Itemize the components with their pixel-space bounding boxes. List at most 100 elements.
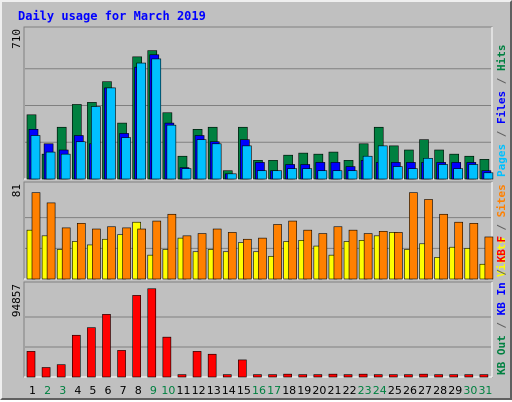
bar-kb-f-day-30: [464, 374, 474, 378]
panel-3-legend-entry: KB In: [495, 282, 508, 315]
bar-kb-f-day-6: [102, 314, 111, 378]
bar-kb-f-day-27: [419, 373, 428, 378]
x-tick-label-day-29: 29: [448, 384, 462, 397]
x-tick-label-day-22: 22: [343, 384, 357, 397]
bar-pages-day-14: [226, 173, 237, 180]
bar-sites-day-12: [197, 233, 207, 280]
panel-2-max-label: 81: [10, 184, 23, 197]
bar-sites-day-25: [394, 232, 403, 280]
bar-kb-f-day-21: [328, 373, 338, 378]
bar-pages-day-24: [377, 145, 388, 180]
panel-1-legend-entry: Files: [495, 91, 508, 124]
x-tick-label-day-30: 30: [463, 384, 477, 397]
bar-sites-day-21: [333, 226, 343, 280]
panel-3-legend-entry: /: [495, 315, 508, 335]
bar-kb-f-day-23: [358, 373, 368, 378]
bar-pages-day-4: [75, 141, 86, 180]
bar-sites-day-19: [303, 229, 313, 280]
bar-sites-day-5: [92, 228, 101, 280]
bar-pages-day-29: [453, 168, 464, 180]
bar-pages-day-10: [166, 124, 177, 180]
bar-kb-f-day-28: [434, 374, 443, 378]
x-tick-label-day-26: 26: [403, 384, 417, 397]
panel-2-legend: Visits / Sites: [495, 184, 508, 277]
bar-sites-day-7: [122, 227, 131, 280]
bar-pages-day-27: [423, 157, 433, 180]
bar-pages-day-15: [242, 145, 252, 180]
bar-pages-day-28: [438, 164, 448, 180]
x-tick-label-day-16: 16: [252, 384, 266, 397]
x-tick-label-day-14: 14: [222, 384, 236, 397]
bar-sites-day-27: [424, 199, 433, 280]
bar-kb-f-day-24: [373, 374, 383, 378]
bar-kb-f-day-11: [177, 374, 187, 378]
bar-kb-f-day-18: [283, 373, 292, 378]
panel-3-max-label: 94857: [10, 284, 23, 317]
x-tick-label-day-7: 7: [120, 384, 127, 397]
bar-pages-day-8: [136, 62, 146, 180]
bar-pages-day-6: [106, 87, 116, 180]
bar-sites-day-18: [288, 220, 297, 280]
bar-pages-day-5: [91, 106, 101, 180]
bar-pages-day-19: [302, 168, 313, 180]
bar-sites-day-2: [46, 202, 56, 280]
bar-sites-day-16: [258, 237, 267, 280]
bar-kb-f-day-19: [298, 374, 308, 378]
bar-kb-f-day-4: [71, 334, 81, 378]
bar-sites-day-13: [212, 228, 222, 280]
bar-kb-f-day-20: [313, 374, 323, 378]
x-tick-label-day-31: 31: [478, 384, 492, 397]
x-tick-label-day-5: 5: [89, 384, 96, 397]
bar-pages-day-13: [211, 143, 222, 180]
x-tick-label-day-4: 4: [74, 384, 81, 397]
bar-kb-f-day-29: [449, 374, 459, 378]
panel-3-legend-entry: KB F: [495, 236, 508, 263]
bar-pages-day-18: [287, 168, 297, 180]
bar-pages-day-31: [483, 172, 494, 180]
bar-sites-day-20: [318, 233, 328, 280]
bar-kb-f-day-12: [192, 351, 202, 378]
bar-kb-f-day-5: [87, 327, 96, 378]
bar-sites-day-1: [31, 192, 41, 280]
x-tick-label-day-28: 28: [433, 384, 447, 397]
bar-sites-day-31: [484, 236, 494, 280]
x-tick-label-day-20: 20: [312, 384, 326, 397]
bar-kb-f-day-9: [147, 288, 157, 378]
bar-pages-day-25: [393, 166, 403, 180]
bar-sites-day-23: [363, 233, 373, 280]
bar-pages-day-7: [121, 137, 131, 180]
bar-kb-f-day-16: [253, 374, 262, 378]
bar-kb-f-day-8: [132, 295, 141, 378]
bar-pages-day-23: [362, 155, 373, 180]
bar-kb-f-day-14: [222, 374, 232, 378]
panel-1-legend: Pages / Files / Hits: [495, 45, 508, 178]
panel-2-legend-entry: Visits: [495, 237, 508, 277]
bar-sites-day-15: [243, 238, 252, 280]
x-tick-label-day-6: 6: [105, 384, 112, 397]
bar-kb-f-day-26: [404, 374, 413, 378]
bar-pages-day-26: [408, 168, 418, 180]
bar-sites-day-14: [227, 232, 237, 280]
panel-1-max-label: 710: [10, 29, 23, 49]
bar-pages-day-30: [468, 164, 479, 180]
bar-pages-day-20: [317, 170, 328, 180]
bar-sites-day-4: [76, 223, 86, 280]
bar-sites-day-22: [348, 229, 358, 280]
bar-kb-f-day-1: [26, 351, 36, 378]
bar-pages-day-16: [257, 170, 267, 180]
bar-sites-day-24: [378, 230, 388, 280]
bar-pages-day-3: [60, 153, 71, 180]
bar-pages-day-2: [45, 151, 56, 180]
panel-2-legend-entry: Sites: [495, 184, 508, 217]
panel-3-legend: KB Out / KB In / KB F: [495, 236, 508, 375]
panel-1-legend-entry: Pages: [495, 144, 508, 177]
bar-pages-day-21: [332, 170, 343, 180]
panel-3-legend-entry: KB Out: [495, 335, 508, 375]
panel-1-legend-entry: /: [495, 124, 508, 144]
bar-pages-day-22: [347, 170, 358, 180]
x-tick-label-day-15: 15: [237, 384, 251, 397]
bar-kb-f-day-31: [479, 374, 489, 378]
bar-kb-f-day-7: [117, 350, 126, 378]
bar-sites-day-30: [469, 223, 479, 280]
x-tick-label-day-24: 24: [373, 384, 387, 397]
